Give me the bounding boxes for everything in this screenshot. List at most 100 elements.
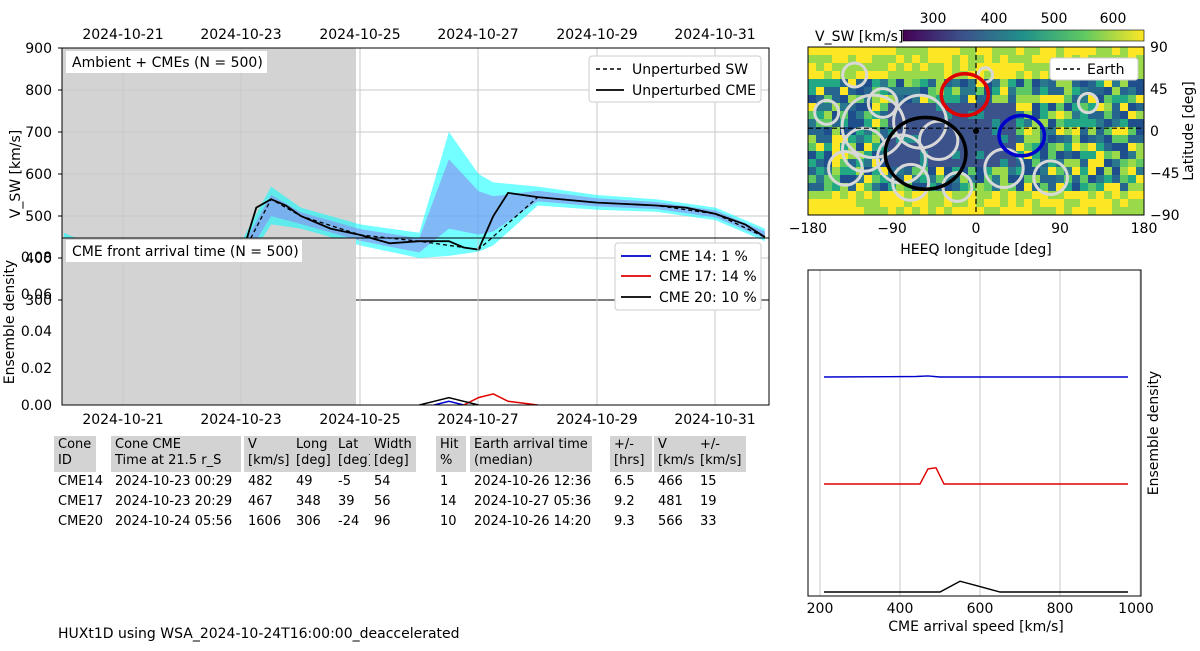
map-cell (1136, 207, 1144, 215)
map-cell (1008, 199, 1017, 208)
map-cell (1080, 151, 1089, 160)
map-cell (808, 151, 817, 160)
map-cell (1008, 143, 1017, 152)
map-cell (976, 63, 985, 72)
map-cell (944, 55, 953, 64)
map-cell (1096, 167, 1105, 176)
series-speed-2 (824, 580, 1128, 593)
map-cell (872, 47, 881, 56)
map-cell (944, 175, 953, 184)
map-cell (944, 79, 953, 88)
speed-xtick: 1000 (1118, 601, 1154, 617)
map-cell (1120, 159, 1129, 168)
map-cell (912, 63, 921, 72)
map-cell (1016, 79, 1025, 88)
map-cell (1048, 47, 1057, 56)
map-cell (1080, 95, 1089, 104)
map-cell (1064, 103, 1073, 112)
map-cell (1088, 175, 1097, 184)
map-cell (976, 47, 985, 56)
map-cell (968, 143, 977, 152)
map-cell (1024, 103, 1033, 112)
map-cell (1024, 71, 1033, 80)
map-cell (1008, 111, 1017, 120)
map-cell (1136, 103, 1144, 112)
map-cell (1032, 87, 1041, 96)
map-cell (824, 103, 833, 112)
map-cell (944, 191, 953, 200)
map-cell (816, 159, 825, 168)
th-arrival: Earth arrival time (median) (470, 436, 592, 472)
map-cell (1040, 63, 1049, 72)
map-cell (1016, 167, 1025, 176)
map-cell (1128, 159, 1137, 168)
map-cell (904, 87, 913, 96)
map-cell (976, 95, 985, 104)
map-cell (1088, 199, 1097, 208)
map-cell (976, 79, 985, 88)
map-cell (976, 199, 985, 208)
map-cell (1008, 87, 1017, 96)
map-cell (992, 199, 1001, 208)
map-cell (1096, 111, 1105, 120)
map-cell (952, 103, 961, 112)
speed-xtick: 800 (1047, 601, 1074, 617)
map-cell (1032, 111, 1041, 120)
map-cell (888, 143, 897, 152)
mid-shade (62, 238, 356, 405)
map-cell (968, 47, 977, 56)
th-lat: Lat [deg] (334, 436, 373, 472)
map-cell (824, 151, 833, 160)
map-cell (840, 95, 849, 104)
map-cell (824, 199, 833, 208)
map-cell (1104, 111, 1113, 120)
map-cell (928, 127, 937, 136)
map-cell (1080, 119, 1089, 128)
map-cell (1096, 159, 1105, 168)
map-cell (920, 183, 929, 192)
map-cell (1032, 143, 1041, 152)
map-cell (808, 207, 817, 215)
map-cell (1056, 199, 1065, 208)
map-cell (856, 119, 865, 128)
map-cell (992, 135, 1001, 144)
map-cell (880, 191, 889, 200)
map-cell (1072, 87, 1081, 96)
map-cell (1024, 183, 1033, 192)
map-cell (832, 207, 841, 215)
map-cell (1024, 199, 1033, 208)
top-ytick: 400 (25, 251, 52, 267)
map-cell (992, 79, 1001, 88)
map-cell (1104, 135, 1113, 144)
map-cell (1128, 143, 1137, 152)
map-cell (960, 167, 969, 176)
map-cell (1136, 55, 1144, 64)
speed-xtick: 600 (967, 601, 994, 617)
map-cell (1056, 183, 1065, 192)
map-cell (856, 71, 865, 80)
map-cell (960, 63, 969, 72)
map-cell (968, 55, 977, 64)
map-cell (1120, 47, 1129, 56)
ensemble-cone (1032, 159, 1069, 196)
colorbar-tick: 600 (1100, 11, 1127, 27)
map-cell (912, 119, 921, 128)
map-cell (992, 55, 1001, 64)
map-cell (912, 103, 921, 112)
map-cell (1088, 151, 1097, 160)
map-cell (944, 135, 953, 144)
map-cell (944, 207, 953, 215)
map-cell (912, 79, 921, 88)
map-cell (1080, 207, 1089, 215)
map-cell (832, 47, 841, 56)
map-cell (928, 175, 937, 184)
mid-xtick: 2024-10-21 (82, 412, 163, 428)
map-cell (1104, 199, 1113, 208)
top-legend: Unperturbed SW Unperturbed CME (588, 55, 762, 103)
map-cell (816, 135, 825, 144)
map-cell (984, 111, 993, 120)
speed-grid (819, 270, 1141, 596)
mid-ytick: 0.08 (21, 250, 52, 266)
map-cell (880, 71, 889, 80)
map-cell (848, 63, 857, 72)
